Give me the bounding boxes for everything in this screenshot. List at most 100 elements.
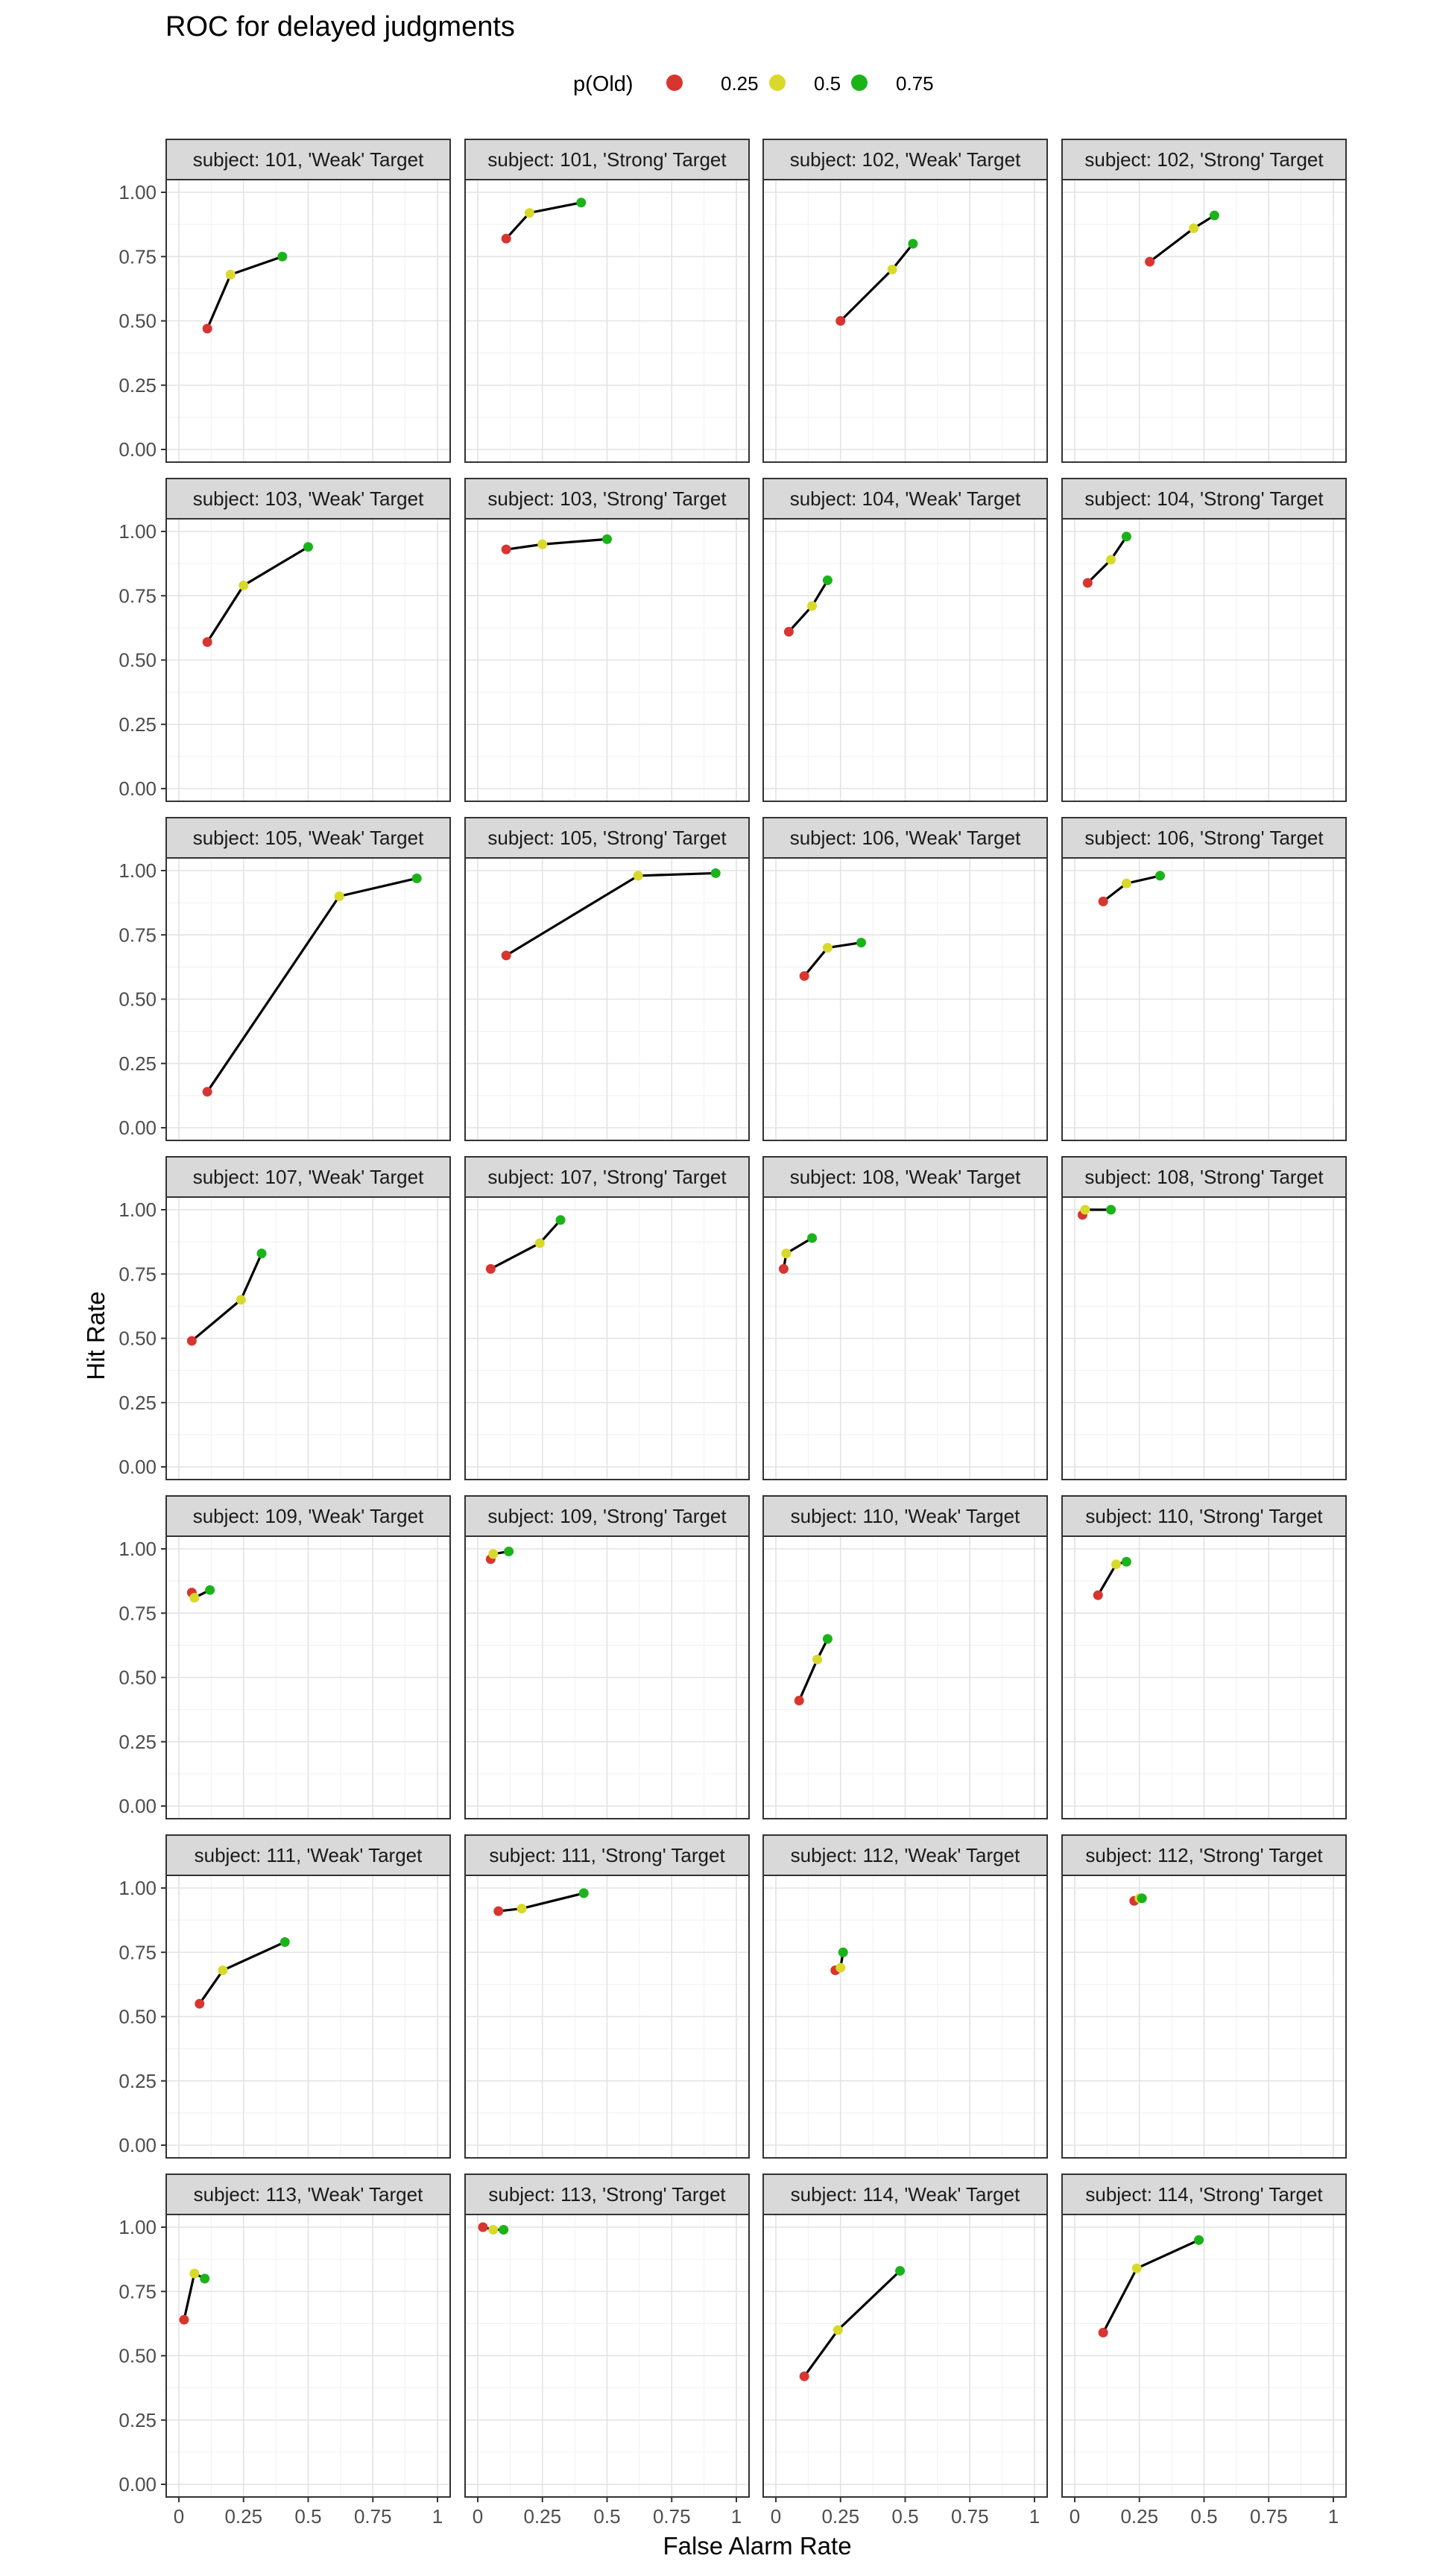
y-tick-label: 0.25 [119, 1731, 157, 1753]
y-tick-label: 1.00 [119, 181, 157, 203]
facet-panel: subject: 113, 'Strong' Target 0 0.25 0.5 0.7… [464, 2174, 750, 2528]
roc-point [501, 544, 511, 555]
roc-point [822, 1634, 833, 1644]
roc-point [501, 950, 511, 961]
x-tick-label: 0 [174, 2505, 184, 2528]
legend: p(Old) 0.25 0.5 0.75 [573, 72, 934, 96]
roc-point [504, 1546, 514, 1556]
facet-strip-label: subject: 101, 'Strong' Target [487, 148, 727, 171]
x-tick-label: 1 [1328, 2505, 1339, 2528]
x-tick-label: 0.75 [951, 2505, 989, 2528]
legend-label-2: 0.75 [896, 72, 934, 95]
panel-border [762, 518, 1048, 802]
facet-strip [762, 2174, 1048, 2215]
x-axis-title: False Alarm Rate [663, 2532, 851, 2560]
roc-point [537, 539, 548, 549]
roc-point [822, 943, 833, 953]
panel-border [1061, 1196, 1347, 1480]
facet-strip [1061, 1834, 1347, 1876]
facet-strip-label: subject: 110, 'Strong' Target [1085, 1505, 1323, 1527]
roc-point [1106, 555, 1116, 565]
facet-panel: subject: 109, 'Strong' Target [464, 1495, 750, 1819]
facet-strip-label: subject: 102, 'Weak' Target [790, 148, 1021, 171]
y-tick-label: 0.00 [119, 1117, 157, 1139]
y-tick-label: 0.25 [119, 2409, 157, 2431]
roc-point [179, 2314, 189, 2325]
roc-point [578, 1888, 589, 1898]
facet-panel: subject: 104, 'Strong' Target [1061, 478, 1347, 802]
roc-point [1137, 1893, 1147, 1904]
roc-point [794, 1696, 804, 1706]
roc-point [710, 868, 721, 878]
facet-strip-label: subject: 107, 'Weak' Target [193, 1166, 424, 1188]
legend-key-0 [666, 75, 683, 91]
roc-point [908, 239, 918, 249]
facet-strip [165, 139, 451, 180]
y-tick-label: 0.25 [119, 1392, 157, 1414]
facet-strip [165, 478, 451, 520]
facet-strip [1061, 1495, 1347, 1537]
x-tick-label: 0.5 [294, 2505, 321, 2528]
facet-strip-label: subject: 112, 'Weak' Target [791, 1844, 1020, 1866]
facet-panel: subject: 112, 'Strong' Target [1061, 1834, 1347, 2159]
facet-panel: subject: 106, 'Weak' Target [762, 817, 1048, 1141]
y-tick-label: 0.50 [119, 988, 157, 1011]
y-tick-label: 0.75 [119, 924, 157, 946]
facet-panel: subject: 105, 'Strong' Target [464, 817, 750, 1141]
facet-strip-label: subject: 103, 'Strong' Target [487, 487, 727, 510]
roc-point [524, 208, 534, 218]
roc-point [1194, 2235, 1204, 2245]
roc-point [1189, 223, 1199, 233]
roc-point [303, 542, 313, 552]
roc-point [835, 1963, 846, 1973]
facet-strip [1061, 478, 1347, 520]
facet-strip-label: subject: 108, 'Strong' Target [1084, 1166, 1324, 1188]
facet-strip [762, 139, 1048, 180]
roc-point [485, 1263, 496, 1274]
y-tick-label: 0.25 [119, 2070, 157, 2092]
roc-point [633, 871, 643, 881]
facet-panel: subject: 105, 'Weak' Target 0.00 0.25 0.50 0… [119, 817, 451, 1141]
y-tick-label: 1.00 [119, 1877, 157, 1899]
roc-point [534, 1238, 545, 1248]
facet-panel: subject: 107, 'Weak' Target 0.00 0.25 0.50 0… [119, 1156, 451, 1480]
roc-point [799, 2371, 809, 2381]
facet-panel: subject: 101, 'Strong' Target [464, 139, 750, 463]
roc-point [334, 891, 344, 901]
facet-strip-label: subject: 103, 'Weak' Target [193, 487, 424, 510]
facet-panel: subject: 108, 'Weak' Target [762, 1156, 1048, 1480]
roc-point [807, 1233, 818, 1243]
roc-point [778, 1263, 789, 1274]
y-tick-label: 0.75 [119, 2280, 157, 2302]
panel-border [1061, 1535, 1347, 1819]
roc-point [493, 1906, 504, 1916]
roc-point [238, 580, 249, 590]
roc-point [499, 2224, 509, 2235]
panel-border [464, 518, 750, 802]
facet-strip-label: subject: 110, 'Weak' Target [791, 1505, 1020, 1527]
facet-strip [165, 817, 451, 859]
roc-point [895, 2266, 906, 2276]
facet-strip-label: subject: 111, 'Strong' Target [489, 1844, 725, 1866]
panel-border [464, 179, 750, 463]
facet-strip-label: subject: 105, 'Strong' Target [487, 827, 727, 849]
panel-border [464, 1196, 750, 1480]
roc-point [1121, 1556, 1131, 1567]
y-tick-label: 1.00 [119, 2216, 157, 2238]
y-tick-label: 0.00 [119, 2134, 157, 2156]
panel-border [464, 857, 750, 1141]
roc-point [602, 534, 612, 544]
facet-strip-label: subject: 104, 'Strong' Target [1084, 487, 1324, 510]
roc-point [1131, 2263, 1142, 2273]
facet-strip [464, 1834, 750, 1876]
y-tick-label: 0.25 [119, 713, 157, 736]
y-tick-label: 0.75 [119, 1602, 157, 1624]
facet-panel: subject: 111, 'Strong' Target [464, 1834, 750, 2159]
y-tick-label: 0.75 [119, 1941, 157, 1963]
roc-point [205, 1585, 215, 1595]
y-tick-label: 1.00 [119, 859, 157, 882]
facet-strip [762, 817, 1048, 859]
roc-point [1082, 578, 1093, 588]
facet-panel: subject: 109, 'Weak' Target 0.00 0.25 0.50 0… [119, 1495, 451, 1819]
panel-border [1061, 179, 1347, 463]
